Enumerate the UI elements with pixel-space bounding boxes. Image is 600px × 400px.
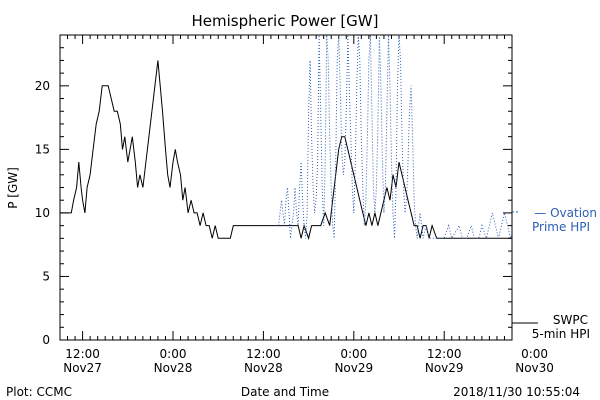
plot-frame	[59, 34, 513, 341]
legend-swpc-label: SWPC	[553, 313, 588, 327]
x-tick-time: 0:00	[340, 347, 367, 361]
x-tick-date: Nov29	[334, 361, 373, 375]
legend-swpc-label-2: 5-min HPI	[532, 327, 590, 341]
chart-title: Hemispheric Power [GW]	[192, 12, 379, 30]
y-tick-label: 5	[42, 269, 50, 283]
y-tick-label: 10	[35, 206, 50, 220]
y-tick-label: 0	[42, 333, 50, 347]
footer-timestamp: 2018/11/30 10:55:04	[453, 385, 580, 399]
y-tick-label: 15	[35, 142, 50, 156]
legend-ovation-label: — Ovation	[534, 206, 597, 220]
x-tick-time: 0:00	[160, 347, 187, 361]
y-tick-label: 20	[35, 79, 50, 93]
y-axis-label: P [GW]	[6, 167, 20, 209]
x-tick-date: Nov30	[515, 361, 554, 375]
x-tick-time: 12:00	[246, 347, 281, 361]
x-tick-date: Nov28	[244, 361, 283, 375]
x-tick-date: Nov28	[154, 361, 193, 375]
plot-axes: 0510152012:00Nov270:00Nov2812:00Nov280:0…	[35, 34, 554, 375]
x-tick-time: 12:00	[427, 347, 462, 361]
x-tick-date: Nov29	[425, 361, 464, 375]
series-layer	[60, 35, 512, 241]
x-tick-time: 0:00	[521, 347, 548, 361]
footer-plot-credit: Plot: CCMC	[6, 385, 72, 399]
x-tick-date: Nov27	[63, 361, 102, 375]
legend-ovation-label-2: Prime HPI	[532, 220, 590, 234]
x-axis-label: Date and Time	[241, 385, 329, 399]
series-swpc-line	[60, 60, 512, 241]
x-tick-time: 12:00	[65, 347, 100, 361]
